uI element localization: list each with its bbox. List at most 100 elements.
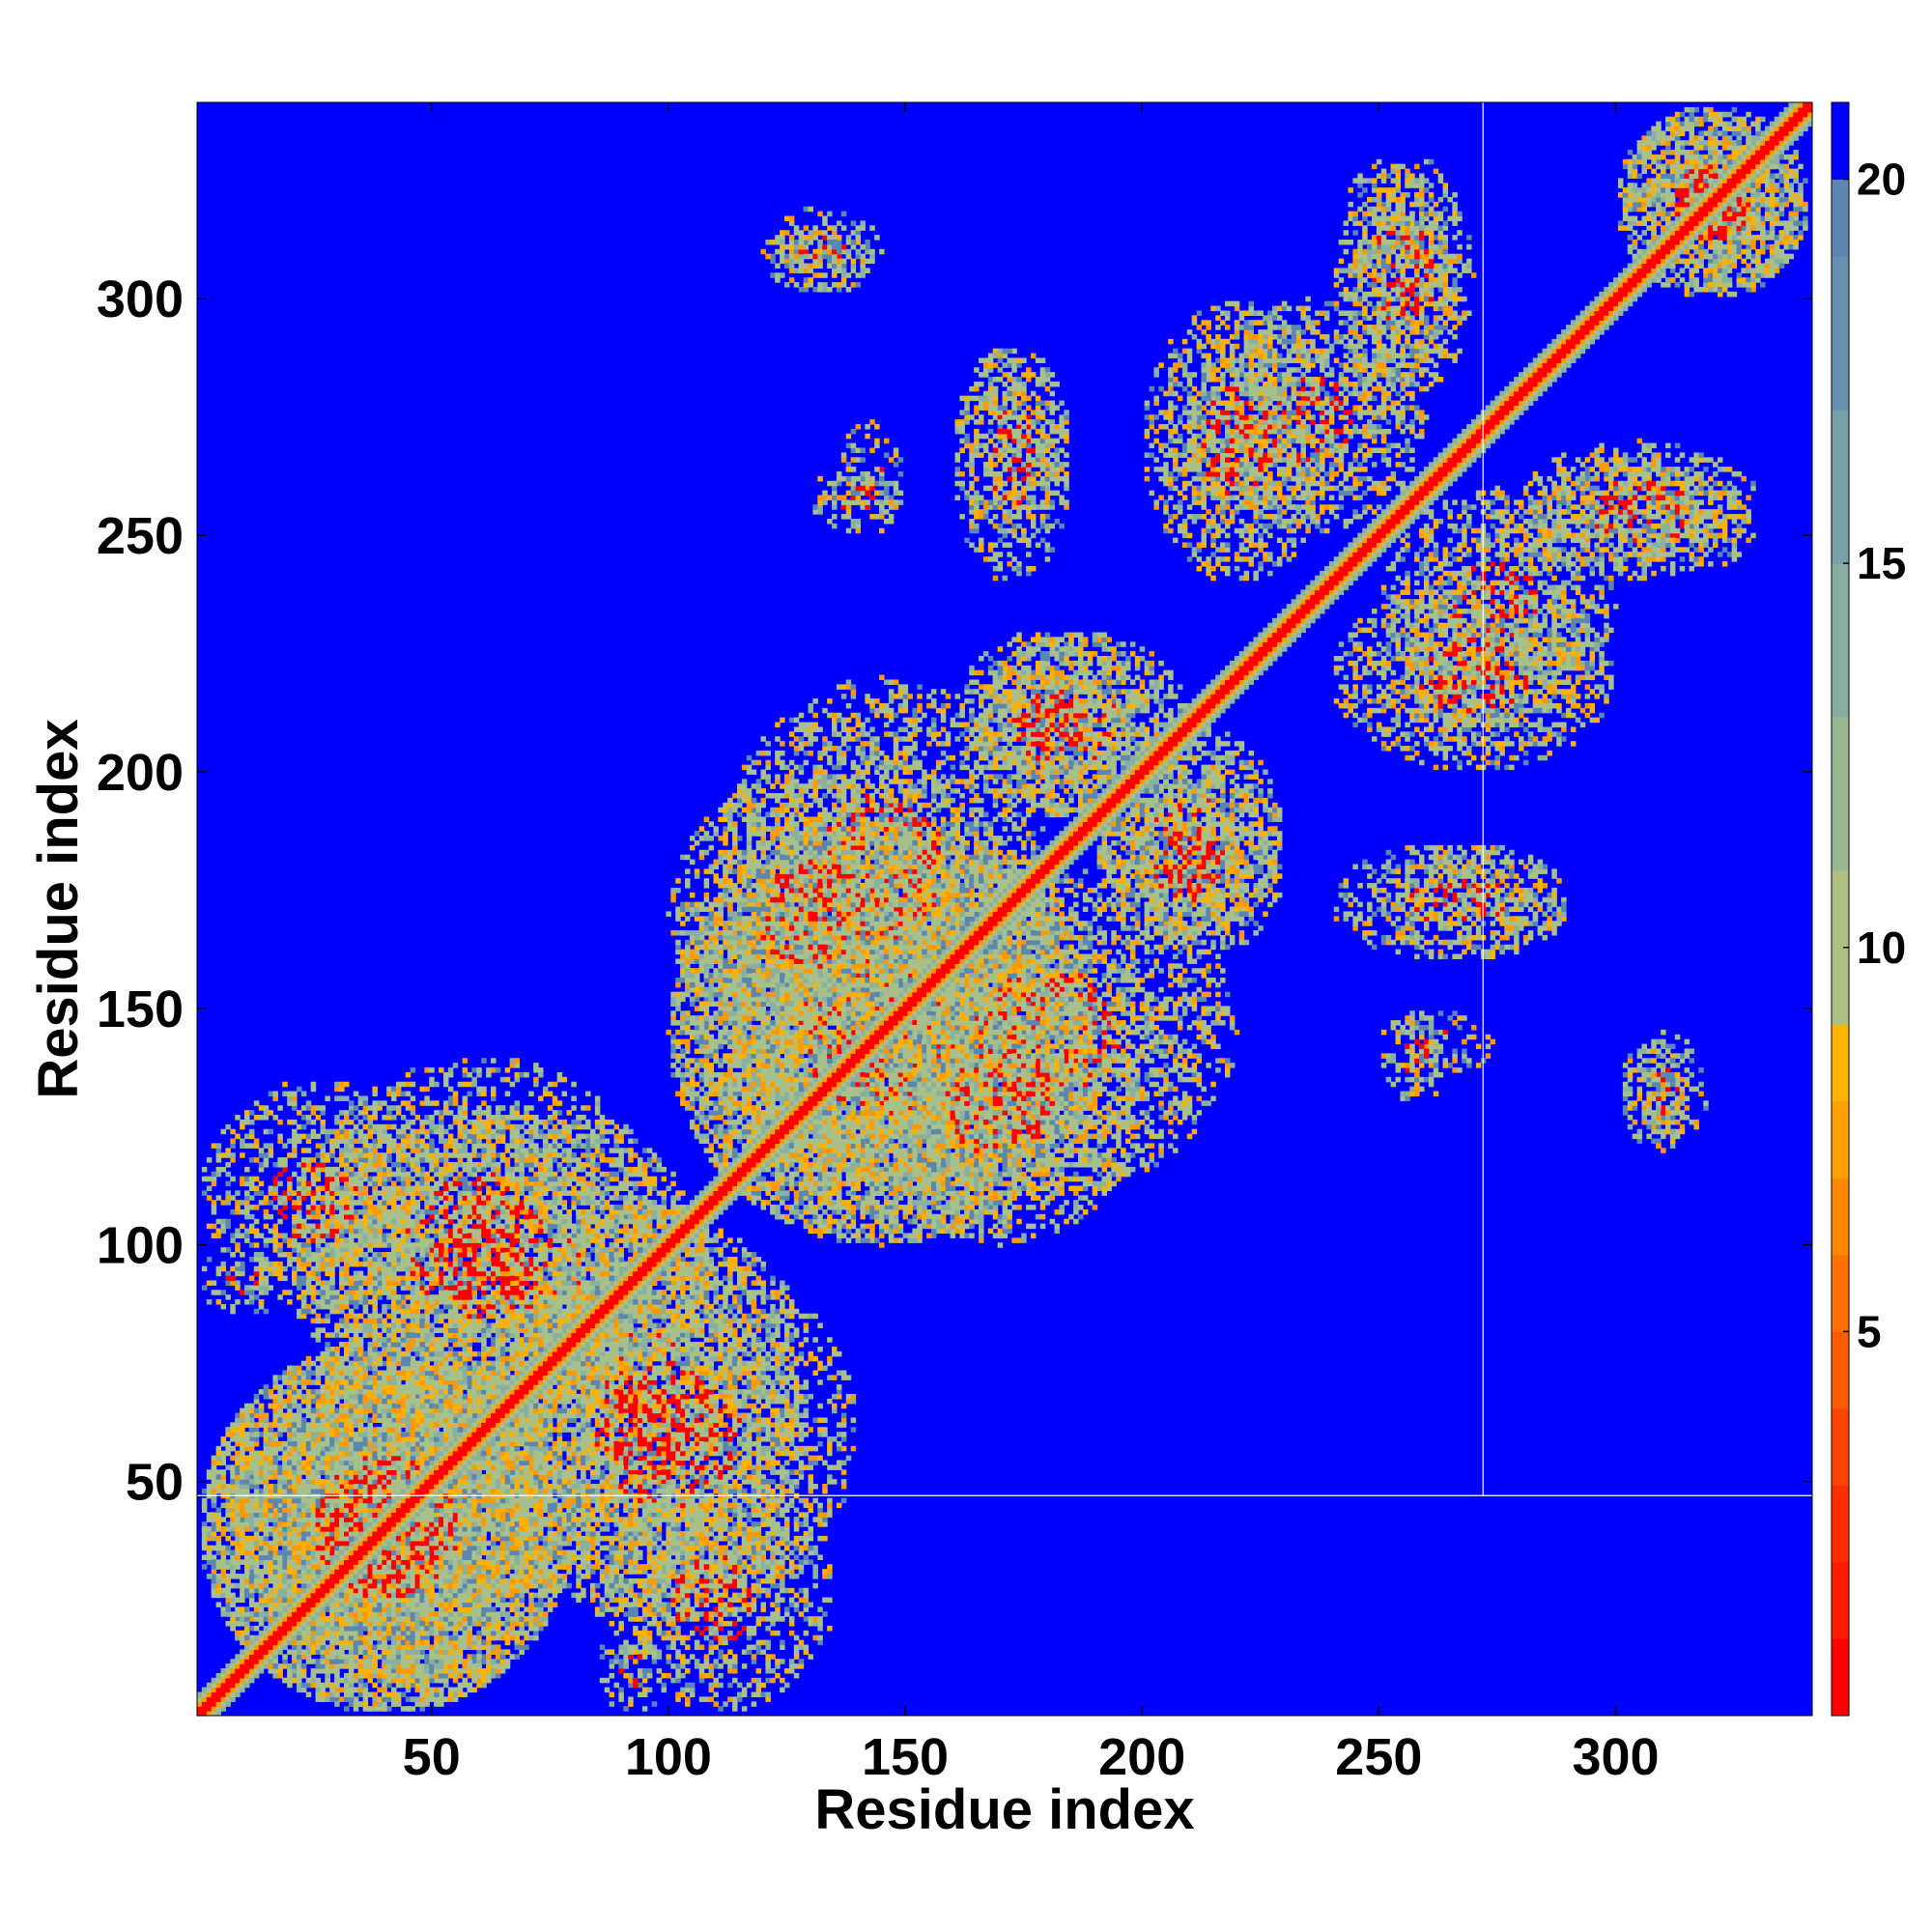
heatmap-cell xyxy=(808,1110,814,1116)
heatmap-cell xyxy=(1191,717,1198,724)
heatmap-cell xyxy=(300,1507,307,1514)
heatmap-cell xyxy=(1026,873,1032,879)
heatmap-cell xyxy=(992,896,999,903)
heatmap-cell xyxy=(746,1157,753,1163)
heatmap-cell xyxy=(1210,698,1216,704)
heatmap-cell xyxy=(1589,325,1596,330)
heatmap-cell xyxy=(1419,490,1425,497)
heatmap-cell xyxy=(860,1038,866,1045)
heatmap-cell xyxy=(613,1299,619,1305)
heatmap-cell xyxy=(609,1285,615,1291)
heatmap-cell xyxy=(1323,599,1330,605)
heatmap-cell xyxy=(855,1048,862,1054)
heatmap-cell xyxy=(1181,712,1188,719)
heatmap-cell xyxy=(353,1696,359,1702)
heatmap-cell xyxy=(732,1157,738,1163)
heatmap-cell xyxy=(329,1564,335,1570)
heatmap-cell xyxy=(386,1507,392,1514)
heatmap-cell xyxy=(561,1347,568,1352)
heatmap-cell xyxy=(1328,594,1335,600)
heatmap-cell xyxy=(329,1389,335,1395)
heatmap-cell xyxy=(666,1261,671,1267)
heatmap-cell xyxy=(329,1625,335,1632)
heatmap-cell xyxy=(258,1474,265,1480)
heatmap-cell xyxy=(680,1233,686,1238)
heatmap-cell xyxy=(1764,140,1771,146)
heatmap-cell xyxy=(1693,196,1699,203)
heatmap-cell xyxy=(1726,173,1733,179)
heatmap-cell xyxy=(240,1440,245,1447)
heatmap-cell xyxy=(1215,694,1221,699)
heatmap-cell xyxy=(220,1701,227,1707)
heatmap-cell xyxy=(1457,462,1463,468)
heatmap-cell xyxy=(434,1474,440,1480)
heatmap-cell xyxy=(504,1393,511,1400)
heatmap-cell xyxy=(1617,296,1624,302)
heatmap-cell xyxy=(1315,599,1321,605)
heatmap-cell xyxy=(1002,892,1009,898)
heatmap-cell xyxy=(225,1587,231,1594)
heatmap-cell xyxy=(1201,698,1207,704)
heatmap-cell xyxy=(1253,651,1259,657)
heatmap-cell xyxy=(524,1403,529,1409)
heatmap-cell xyxy=(613,1308,619,1315)
heatmap-cell xyxy=(803,1105,810,1111)
heatmap-cell xyxy=(1632,296,1638,302)
heatmap-cell xyxy=(1760,163,1766,170)
heatmap-cell xyxy=(1039,859,1046,866)
heatmap-cell xyxy=(638,1275,643,1282)
heatmap-cell xyxy=(1168,731,1174,737)
heatmap-cell xyxy=(987,930,994,936)
heatmap-cell xyxy=(310,1464,317,1470)
heatmap-cell xyxy=(268,1554,274,1560)
heatmap-cell xyxy=(296,1682,302,1689)
heatmap-cell xyxy=(1575,353,1581,359)
heatmap-cell xyxy=(1423,504,1430,510)
heatmap-cell xyxy=(499,1587,506,1594)
heatmap-cell xyxy=(462,1639,469,1646)
heatmap-cell xyxy=(751,1152,757,1158)
heatmap-cell xyxy=(746,1148,753,1153)
heatmap-cell xyxy=(1158,764,1164,771)
heatmap-cell xyxy=(959,968,965,974)
heatmap-cell xyxy=(708,1218,715,1225)
heatmap-cell xyxy=(718,1195,724,1201)
heatmap-cell xyxy=(718,1208,724,1215)
heatmap-cell xyxy=(1206,689,1211,695)
heatmap-cell xyxy=(1352,561,1358,567)
heatmap-cell xyxy=(362,1654,369,1660)
heatmap-cell xyxy=(604,1313,611,1320)
heatmap-cell xyxy=(197,1711,203,1717)
heatmap-cell xyxy=(1291,609,1297,614)
heatmap-cell xyxy=(476,1616,482,1622)
heatmap-cell xyxy=(651,1242,658,1248)
heatmap-cell xyxy=(1470,433,1477,440)
heatmap-cell xyxy=(220,1545,227,1551)
heatmap-cell xyxy=(940,958,947,964)
heatmap-cell xyxy=(1579,325,1586,330)
heatmap-cell xyxy=(429,1479,435,1485)
heatmap-cell xyxy=(940,986,947,993)
heatmap-cell xyxy=(571,1355,577,1362)
heatmap-cell xyxy=(372,1531,378,1537)
heatmap-cell xyxy=(879,1010,885,1016)
heatmap-cell xyxy=(240,1677,245,1684)
heatmap-cell xyxy=(917,978,923,983)
heatmap-cell xyxy=(244,1582,250,1589)
heatmap-cell xyxy=(305,1365,312,1372)
heatmap-cell xyxy=(1258,632,1264,638)
heatmap-cell xyxy=(1689,240,1695,245)
heatmap-cell xyxy=(1276,612,1283,619)
heatmap-cell xyxy=(1026,892,1032,898)
heatmap-cell xyxy=(812,1076,818,1083)
heatmap-cell xyxy=(325,1672,330,1679)
heatmap-cell xyxy=(258,1663,265,1669)
heatmap-cell xyxy=(1566,343,1572,350)
heatmap-cell xyxy=(1447,442,1453,449)
heatmap-cell xyxy=(1121,793,1126,799)
heatmap-cell xyxy=(287,1440,293,1447)
heatmap-cell xyxy=(1338,556,1345,562)
heatmap-cell xyxy=(1125,797,1131,804)
heatmap-cell xyxy=(1442,467,1449,472)
heatmap-cell xyxy=(1423,495,1430,500)
